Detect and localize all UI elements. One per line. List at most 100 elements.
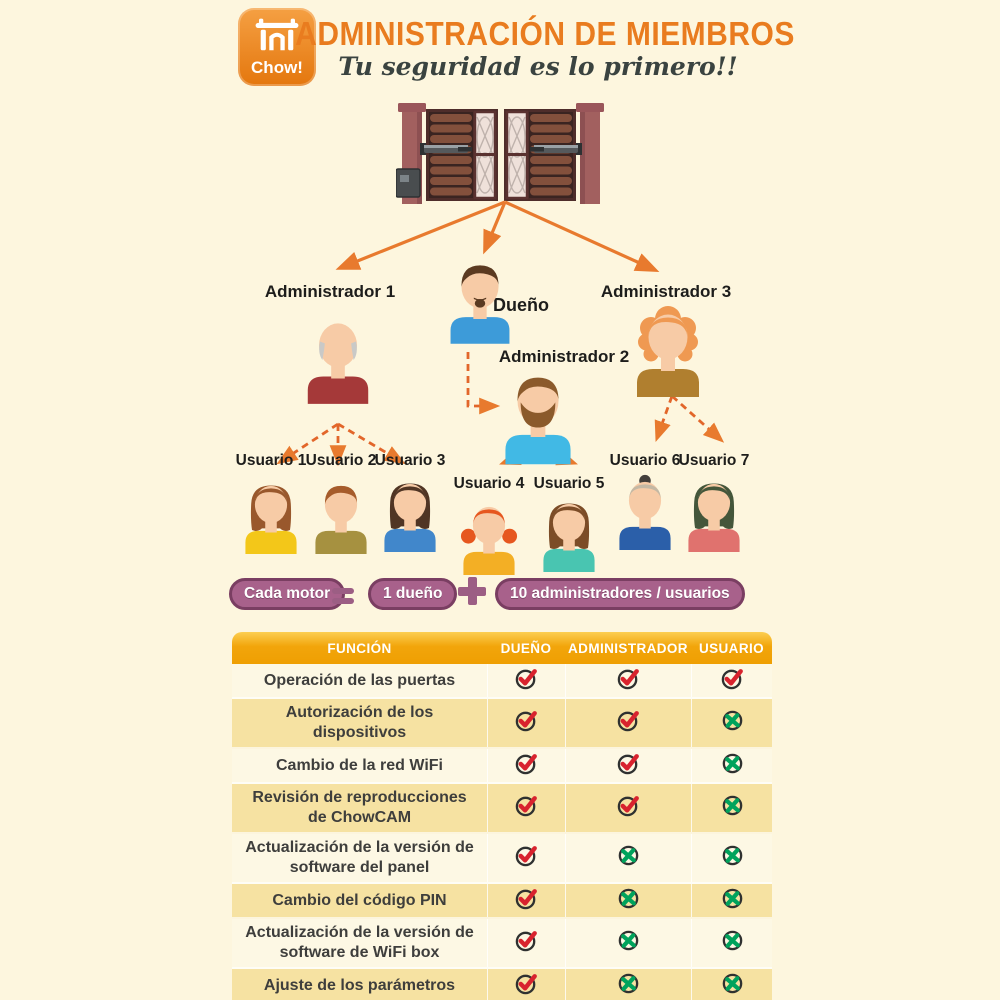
check-icon (616, 751, 641, 781)
administrador-cell (565, 969, 691, 1000)
cross-icon (720, 886, 745, 916)
avatar-administrador-2 (496, 366, 580, 466)
usuario-cell (691, 969, 772, 1000)
usuario-cell (691, 884, 772, 917)
permissions-table-body: Operación de las puertas Autorización de… (232, 664, 772, 1000)
permissions-table: FUNCIÓN DUEÑO ADMINISTRADOR USUARIO Oper… (232, 632, 772, 1000)
check-icon (514, 886, 539, 916)
dueno-cell (487, 664, 565, 697)
column-dueno: DUEÑO (500, 640, 552, 656)
label-usuario-4: Usuario 4 (453, 475, 525, 492)
administrador-cell (565, 664, 691, 697)
avatar-usuario-7 (681, 474, 747, 554)
avatar-administrador-1 (299, 312, 377, 406)
check-icon (616, 708, 641, 738)
pill-administradores-usuarios: 10 administradores / usuarios (495, 578, 745, 610)
cross-icon (720, 928, 745, 958)
avatar-usuario-3 (377, 474, 443, 554)
check-icon (514, 708, 539, 738)
label-usuario-6: Usuario 6 (609, 452, 681, 469)
table-row: Actualización de la versión de software … (232, 919, 772, 969)
cross-icon (616, 843, 641, 873)
label-usuario-1: Usuario 1 (235, 452, 307, 469)
function-label: Revisión de reproducciones de ChowCAM (252, 789, 467, 826)
table-row: Autorización de los dispositivos (232, 699, 772, 749)
label-administrador-3: Administrador 3 (600, 282, 732, 301)
label-usuario-3: Usuario 3 (374, 452, 446, 469)
usuario-cell (691, 699, 772, 747)
usuario-cell (691, 749, 772, 782)
dueno-cell (487, 919, 565, 967)
label-dueno: Dueño (493, 295, 549, 315)
cross-icon (720, 971, 745, 1000)
dueno-cell (487, 834, 565, 882)
check-icon (720, 666, 745, 696)
function-label: Autorización de los dispositivos (285, 704, 434, 741)
dueno-cell (487, 969, 565, 1000)
dueno-cell (487, 884, 565, 917)
avatar-usuario-4 (456, 497, 522, 577)
avatar-administrador-3 (628, 303, 708, 399)
function-label: Cambio de la red WiFi (276, 756, 443, 774)
cross-icon (720, 843, 745, 873)
pill-cada-motor: Cada motor (229, 578, 346, 610)
gate-motor-left (420, 143, 472, 155)
table-row: Operación de las puertas (232, 664, 772, 699)
check-icon (514, 666, 539, 696)
check-icon (514, 751, 539, 781)
administrador-cell (565, 884, 691, 917)
pill-1-dueno: 1 dueño (368, 578, 458, 610)
usuario-cell (691, 784, 772, 832)
column-funcion: FUNCIÓN (327, 640, 392, 656)
cross-icon (616, 928, 641, 958)
plus-sign (458, 577, 486, 605)
check-icon (514, 793, 539, 823)
column-administrador: ADMINISTRADOR (568, 640, 688, 656)
avatar-usuario-5 (536, 494, 602, 574)
dueno-cell (487, 749, 565, 782)
table-row: Ajuste de los parámetros (232, 969, 772, 1000)
avatar-usuario-1 (238, 476, 304, 556)
table-row: Revisión de reproducciones de ChowCAM (232, 784, 772, 834)
cross-icon (616, 886, 641, 916)
check-icon (616, 793, 641, 823)
table-header: FUNCIÓN DUEÑO ADMINISTRADOR USUARIO (232, 632, 772, 664)
cross-icon (720, 708, 745, 738)
function-label: Actualización de la versión de software … (245, 839, 474, 876)
check-icon (514, 971, 539, 1000)
function-label: Cambio del código PIN (272, 891, 447, 909)
page-title: ADMINISTRACIÓN DE MIEMBROS (295, 16, 795, 53)
table-row: Cambio del código PIN (232, 884, 772, 919)
avatar-usuario-6 (612, 472, 678, 552)
cross-icon (616, 971, 641, 1000)
dueno-cell (487, 784, 565, 832)
function-label: Ajuste de los parámetros (263, 976, 456, 994)
label-usuario-5: Usuario 5 (533, 475, 605, 492)
administrador-cell (565, 919, 691, 967)
label-administrador-1: Administrador 1 (264, 282, 396, 301)
function-label: Actualización de la versión de software … (245, 924, 474, 961)
check-icon (514, 928, 539, 958)
dueno-cell (487, 699, 565, 747)
cross-icon (720, 751, 745, 781)
administrador-cell (565, 699, 691, 747)
gate-motor-right (530, 143, 582, 155)
check-icon (514, 843, 539, 873)
table-row: Cambio de la red WiFi (232, 749, 772, 784)
control-box (395, 168, 421, 198)
label-usuario-7: Usuario 7 (678, 452, 750, 469)
label-usuario-2: Usuario 2 (305, 452, 377, 469)
equals-sign (332, 584, 354, 608)
label-administrador-2: Administrador 2 (498, 347, 630, 366)
avatar-usuario-2 (308, 476, 374, 556)
administrador-cell (565, 834, 691, 882)
cross-icon (720, 793, 745, 823)
gate-icon (251, 16, 303, 57)
administrador-cell (565, 749, 691, 782)
gate-illustration (395, 93, 606, 211)
function-label: Operación de las puertas (263, 671, 456, 689)
administrador-cell (565, 784, 691, 832)
check-icon (616, 666, 641, 696)
column-usuario: USUARIO (698, 640, 765, 656)
